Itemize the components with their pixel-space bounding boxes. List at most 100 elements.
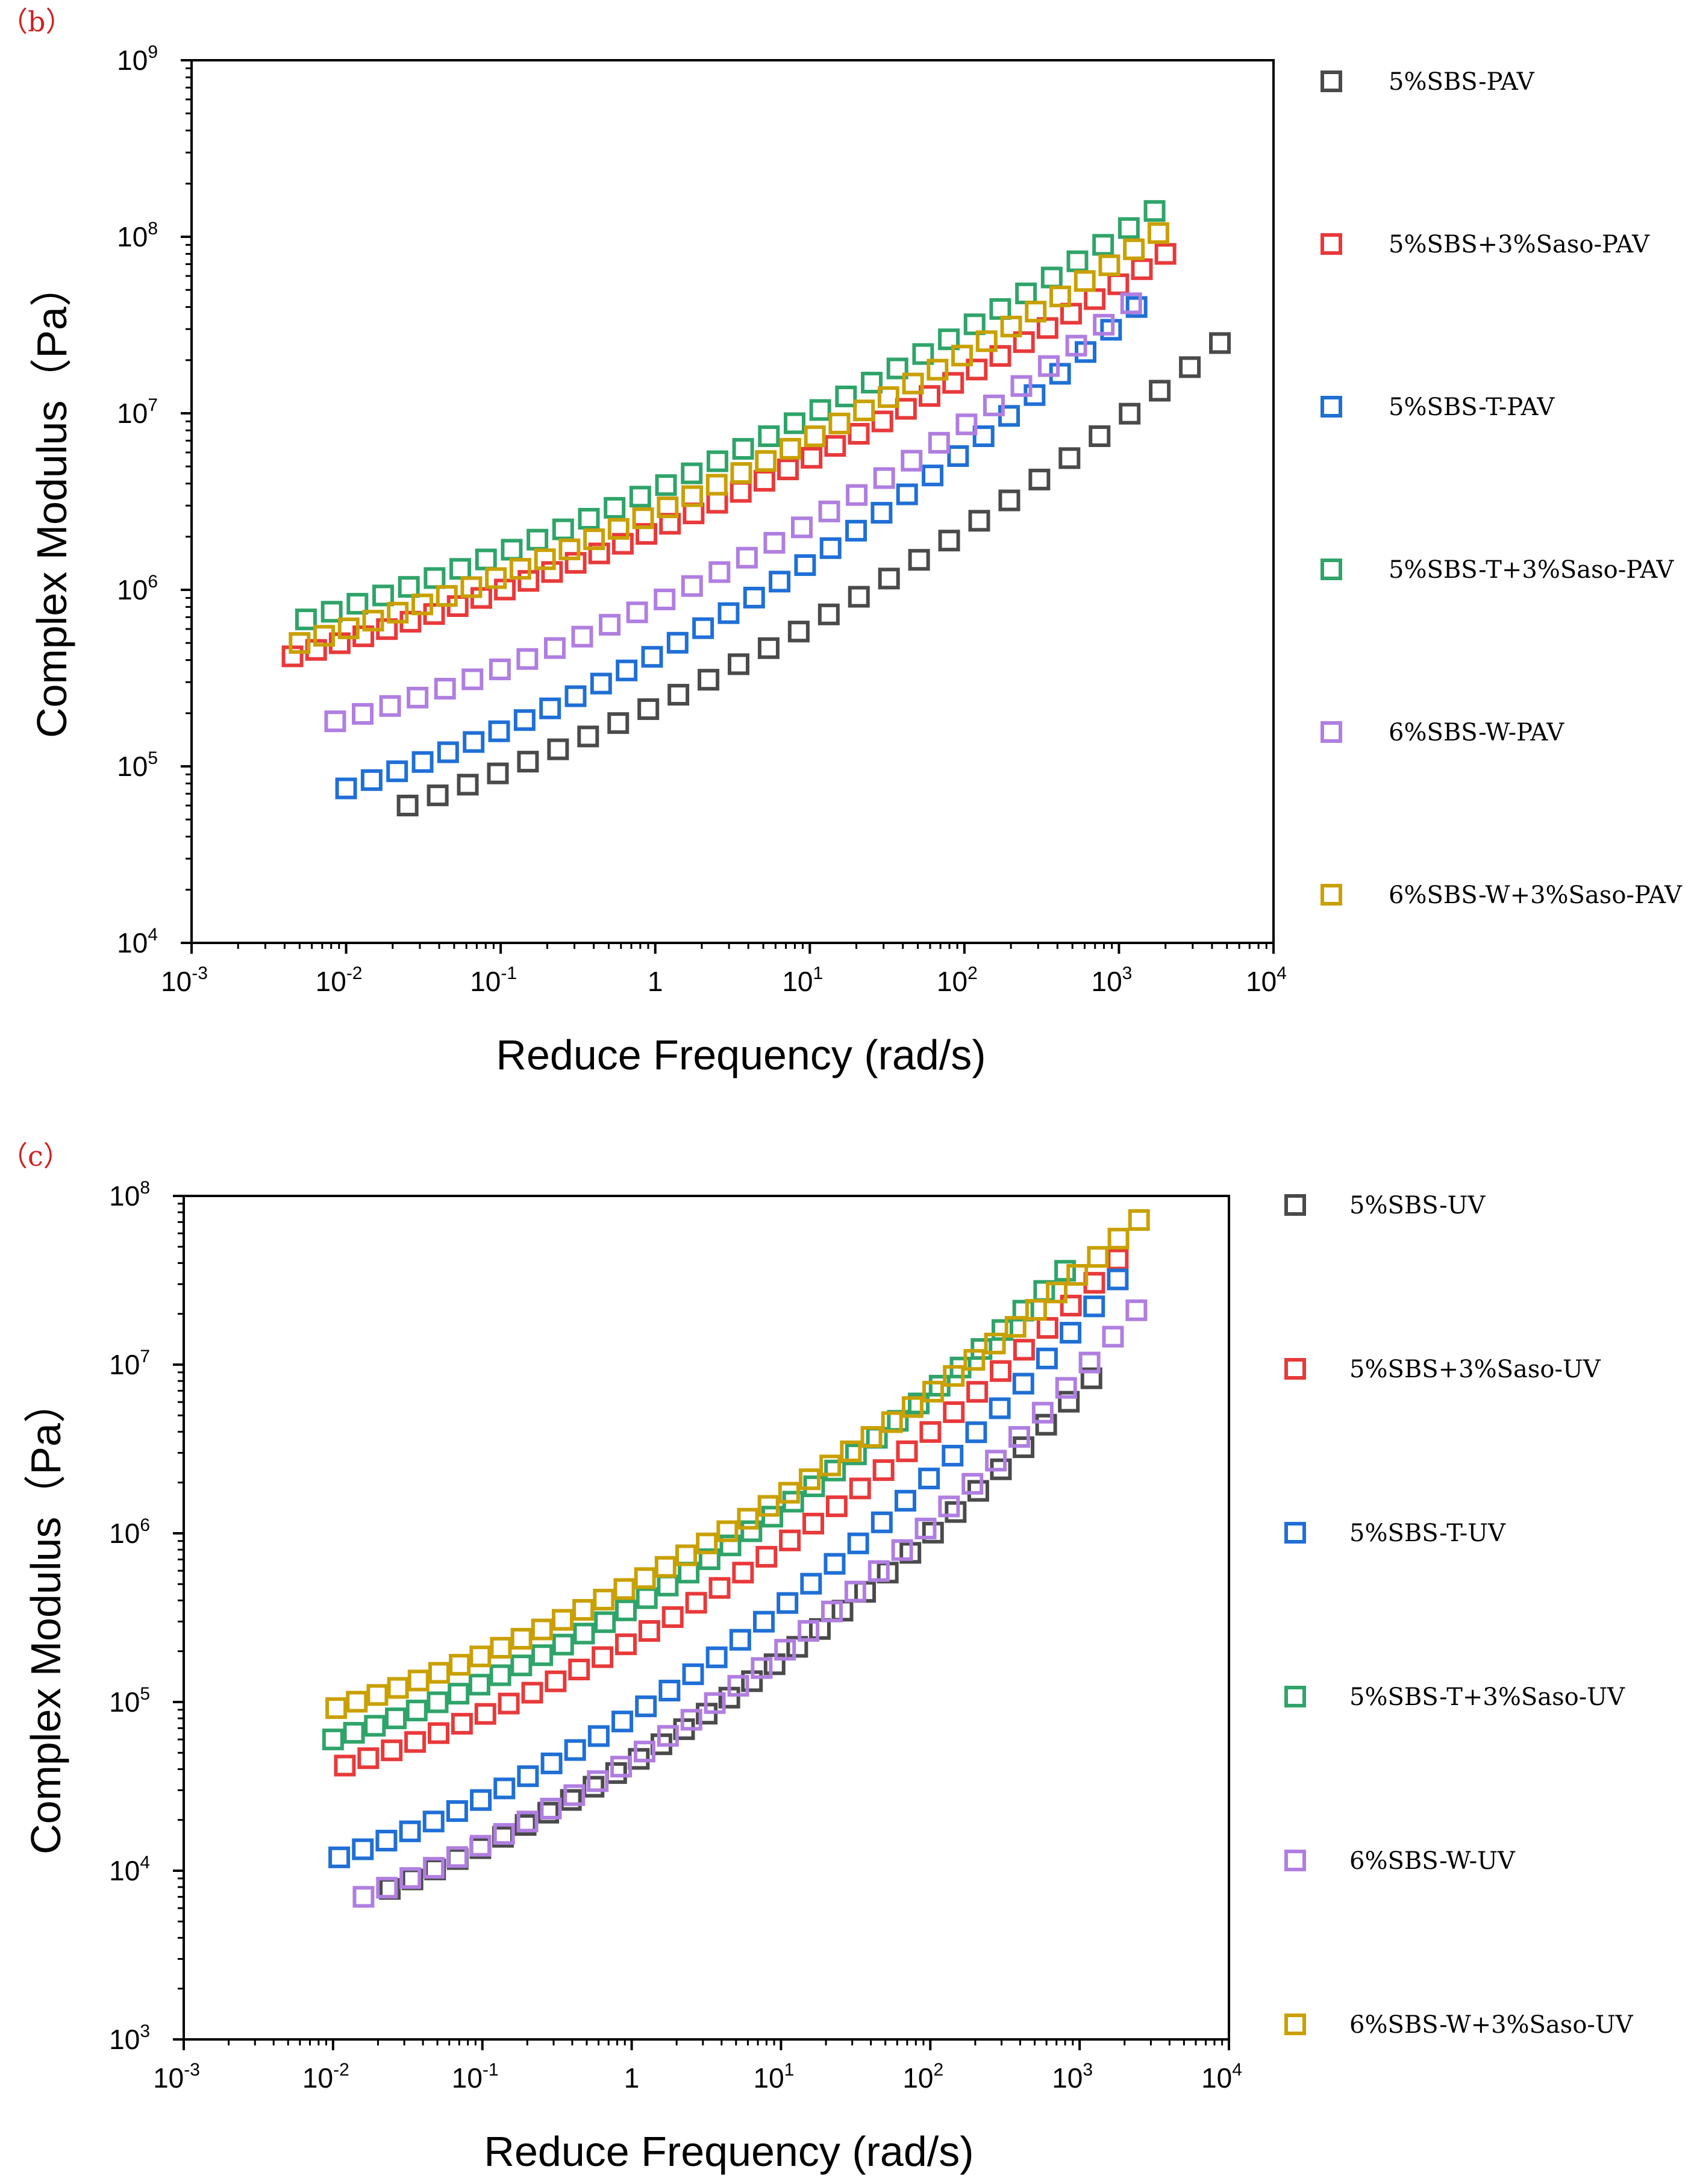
data-point-series-1: [1084, 288, 1106, 310]
data-point-series-3: [489, 1664, 511, 1686]
data-point-series-0: [487, 762, 509, 784]
data-point-series-1: [730, 481, 752, 503]
data-point-series-3: [740, 1520, 763, 1542]
data-point-series-2: [800, 1572, 822, 1595]
data-point-series-5: [1046, 1281, 1068, 1304]
data-point-series-3: [372, 584, 395, 607]
data-point-series-2: [611, 1710, 634, 1733]
data-point-series-4: [654, 588, 676, 610]
data-point-series-3: [719, 1535, 742, 1557]
data-point-series-5: [436, 585, 458, 607]
data-point-series-1: [802, 1512, 825, 1535]
data-point-series-1: [451, 1713, 473, 1735]
data-point-series-0: [1089, 425, 1111, 447]
data-point-series-1: [568, 1659, 590, 1681]
data-point-series-4: [461, 668, 484, 690]
panel-c-x-axis-title: Reduce Frequency (rad/s): [484, 2128, 974, 2175]
y-tick-label: 104: [109, 1853, 150, 1886]
data-point-series-0: [938, 530, 960, 552]
data-point-series-0: [787, 621, 810, 643]
data-point-series-2: [386, 760, 408, 783]
panel-b-legend: 5%SBS-PAV 5%SBS+3%Saso-PAV 5%SBS-T-PAV 5%SB…: [1321, 68, 1683, 909]
data-point-series-5: [1025, 301, 1047, 323]
data-point-series-5: [860, 1425, 883, 1448]
data-point-series-5: [1098, 254, 1120, 277]
data-point-series-4: [798, 1619, 820, 1642]
data-point-series-4: [1038, 355, 1060, 377]
data-point-series-3: [938, 328, 960, 351]
data-point-series-1: [779, 1529, 801, 1551]
data-point-series-4: [818, 500, 840, 522]
data-point-series-5: [1128, 1209, 1150, 1231]
data-point-series-3: [809, 399, 831, 421]
data-point-series-0: [1058, 447, 1081, 469]
panel-c-legend: 5%SBS-UV 5%SBS+3%Saso-UV 5%SBS-T-UV 5%SBS-T…: [1284, 1192, 1634, 2039]
data-point-series-2: [470, 1789, 492, 1811]
data-point-series-5: [705, 474, 728, 496]
data-point-series-1: [381, 1739, 403, 1762]
data-point-series-3: [681, 462, 703, 484]
legend-label: 5%SBS-PAV: [1389, 68, 1535, 96]
data-point-series-5: [1074, 270, 1096, 292]
legend-marker: [1284, 1358, 1306, 1380]
data-point-series-4: [844, 1580, 866, 1603]
data-point-series-2: [942, 1445, 964, 1467]
data-point-series-1: [545, 1670, 567, 1692]
data-point-series-4: [516, 648, 539, 670]
data-point-series-3: [706, 450, 728, 472]
data-point-series-5: [510, 1628, 533, 1650]
data-point-series-4: [774, 1639, 796, 1661]
x-tick-label: 10-2: [302, 2060, 349, 2094]
data-point-series-3: [527, 528, 549, 551]
panel-c-y-axis: 103 104 105 106 107 108: [109, 1178, 184, 2055]
data-point-series-5: [927, 358, 949, 381]
data-point-series-5: [583, 528, 605, 551]
panel-c-y-axis-title: Complex Modulus（Pa）: [22, 1381, 69, 1854]
data-point-series-4: [407, 686, 429, 709]
data-point-series-0: [945, 1501, 967, 1523]
data-point-series-5: [1123, 238, 1145, 260]
data-point-series-2: [894, 1489, 916, 1512]
data-point-series-5: [881, 1411, 903, 1433]
data-point-series-1: [801, 446, 823, 469]
data-point-series-3: [1040, 266, 1063, 289]
data-point-series-5: [675, 1544, 698, 1566]
data-point-series-3: [655, 474, 677, 496]
panel-b-y-axis-title: Complex Modulus（Pa）: [28, 264, 75, 738]
x-tick-label: 101: [782, 963, 823, 997]
data-point-series-2: [540, 1752, 563, 1774]
data-point-series-1: [638, 1620, 660, 1642]
data-point-series-3: [343, 1722, 365, 1744]
data-point-series-2: [1083, 1295, 1105, 1318]
data-point-series-4: [680, 1709, 702, 1731]
data-point-series-5: [325, 1697, 348, 1719]
data-point-series-5: [607, 518, 630, 540]
data-point-series-2: [918, 1467, 940, 1489]
data-point-series-3: [322, 1729, 344, 1751]
data-point-series-3: [385, 1707, 407, 1730]
legend-label: 5%SBS-T+3%Saso-PAV: [1389, 556, 1674, 584]
data-point-series-3: [364, 1715, 386, 1737]
data-point-series-5: [975, 330, 998, 352]
data-point-series-3: [629, 486, 651, 508]
data-point-series-5: [1049, 286, 1071, 308]
data-point-series-5: [460, 576, 483, 598]
x-tick-label: 10-2: [316, 963, 363, 997]
data-point-series-1: [498, 1692, 520, 1715]
data-point-series-2: [743, 586, 765, 609]
data-point-series-1: [1036, 1317, 1058, 1339]
data-point-series-0: [547, 738, 569, 760]
data-point-series-1: [824, 435, 846, 457]
data-point-series-0: [396, 795, 419, 817]
data-point-series-4: [599, 613, 621, 636]
data-point-series-4: [469, 1835, 492, 1857]
panel-c-label: （c）: [0, 1140, 71, 1172]
legend-label: 5%SBS-UV: [1349, 1192, 1486, 1219]
data-point-series-4: [610, 1756, 633, 1778]
data-point-series-4: [379, 695, 401, 717]
data-point-series-3: [803, 1475, 825, 1497]
data-point-series-2: [847, 1532, 869, 1554]
data-point-series-1: [966, 1381, 989, 1403]
data-point-series-5: [313, 625, 336, 647]
data-point-series-5: [1107, 1227, 1130, 1250]
